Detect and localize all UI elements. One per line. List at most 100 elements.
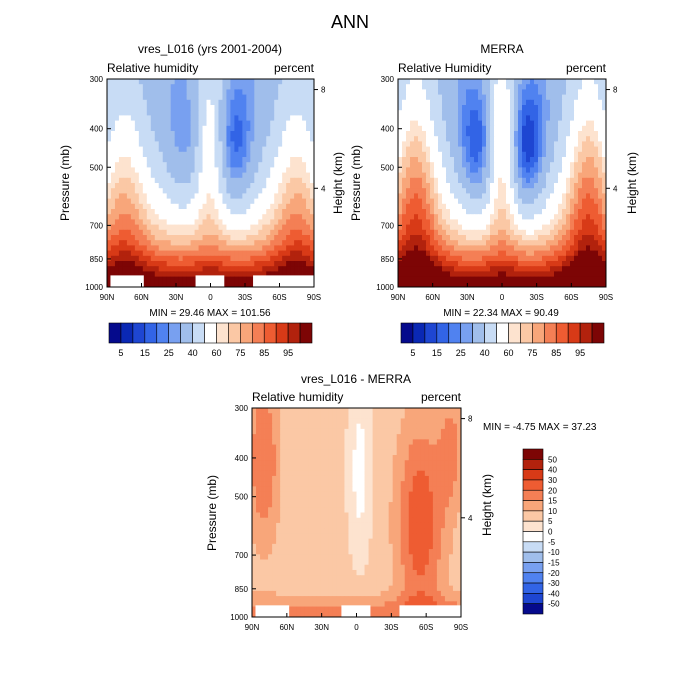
contour-cell <box>582 214 587 220</box>
contour-cell <box>590 276 595 283</box>
colorbar-label: 40 <box>480 348 490 358</box>
contour-cell <box>550 198 555 205</box>
contour-cell <box>474 136 479 142</box>
contour-cell <box>416 413 422 419</box>
contour-cell <box>266 94 271 101</box>
contour-cell <box>270 115 275 121</box>
contour-cell <box>284 439 289 445</box>
contour-cell <box>262 89 267 95</box>
contour-cell <box>246 99 251 106</box>
contour-cell <box>138 120 144 127</box>
contour-cell <box>340 413 345 419</box>
contour-cell <box>438 271 443 277</box>
contour-cell <box>174 266 180 272</box>
contour-cell <box>578 157 583 163</box>
contour-cell <box>428 423 434 430</box>
contour-cell <box>146 141 152 147</box>
contour-cell <box>478 219 483 225</box>
contour-cell <box>300 418 305 425</box>
contour-cell <box>328 439 333 445</box>
contour-cell <box>428 413 434 419</box>
contour-cell <box>554 157 559 163</box>
contour-cell <box>458 188 463 194</box>
contour-cell <box>274 115 279 121</box>
contour-cell <box>218 193 223 199</box>
contour-cell <box>304 475 309 482</box>
contour-cell <box>482 146 487 153</box>
contour-cell <box>436 460 442 466</box>
contour-cell <box>494 203 499 210</box>
contour-cell <box>518 198 523 205</box>
contour-cell <box>202 105 207 111</box>
contour-cell <box>202 219 207 225</box>
contour-cell <box>312 465 317 472</box>
contour-cell <box>174 193 180 199</box>
contour-cell <box>210 188 215 194</box>
contour-cell <box>130 151 136 158</box>
contour-cell <box>268 444 273 451</box>
contour-cell <box>406 141 411 147</box>
contour-cell <box>142 177 148 184</box>
contour-cell <box>270 120 275 127</box>
contour-cell <box>506 105 511 111</box>
contour-cell <box>278 240 283 246</box>
contour-cell <box>230 84 235 90</box>
contour-cell <box>166 125 172 132</box>
contour-cell <box>408 460 414 466</box>
contour-cell <box>182 94 188 101</box>
contour-cell <box>586 120 591 127</box>
contour-cell <box>522 203 527 210</box>
contour-cell <box>110 219 116 225</box>
contour-cell <box>170 261 176 267</box>
contour-cell <box>452 428 458 435</box>
contour-cell <box>202 261 207 267</box>
contour-cell <box>426 99 431 106</box>
contour-cell <box>426 245 431 251</box>
contour-cell <box>206 177 211 184</box>
contour-cell <box>202 110 207 116</box>
contour-cell <box>276 460 281 466</box>
contour-cell <box>114 235 120 241</box>
contour-cell <box>582 276 587 283</box>
contour-cell <box>398 250 403 257</box>
contour-cell <box>530 281 535 288</box>
contour-cell <box>498 255 503 262</box>
contour-cell <box>570 266 575 272</box>
contour-cell <box>246 84 251 90</box>
contour-cell <box>206 245 211 251</box>
contour-cell <box>308 423 313 430</box>
contour-cell <box>562 224 567 231</box>
contour-cell <box>562 193 567 199</box>
contour-cell <box>598 110 603 116</box>
contour-cell <box>474 84 479 90</box>
contour-cell <box>578 229 583 236</box>
contour-cell <box>442 131 447 137</box>
contour-cell <box>170 276 176 283</box>
contour-cell <box>222 193 227 199</box>
contour-cell <box>482 276 487 283</box>
contour-cell <box>174 131 180 137</box>
contour-cell <box>598 105 603 111</box>
contour-cell <box>194 188 199 194</box>
contour-cell <box>446 250 451 257</box>
contour-cell <box>402 162 407 168</box>
contour-cell <box>410 255 415 262</box>
contour-cell <box>186 120 191 127</box>
contour-cell <box>458 115 463 121</box>
panel-model-ylabel: Pressure (mb) <box>58 145 72 221</box>
contour-cell <box>194 151 199 158</box>
contour-cell <box>222 224 227 231</box>
contour-cell <box>418 136 423 142</box>
contour-cell <box>138 224 144 231</box>
contour-cell <box>594 105 599 111</box>
contour-cell <box>166 172 172 179</box>
contour-cell <box>270 255 275 262</box>
contour-cell <box>554 110 559 116</box>
contour-cell <box>602 136 607 142</box>
contour-cell <box>530 110 535 116</box>
contour-cell <box>474 125 479 132</box>
contour-cell <box>414 162 419 168</box>
contour-cell <box>162 281 168 288</box>
contour-cell <box>594 219 599 225</box>
contour-cell <box>134 224 140 231</box>
